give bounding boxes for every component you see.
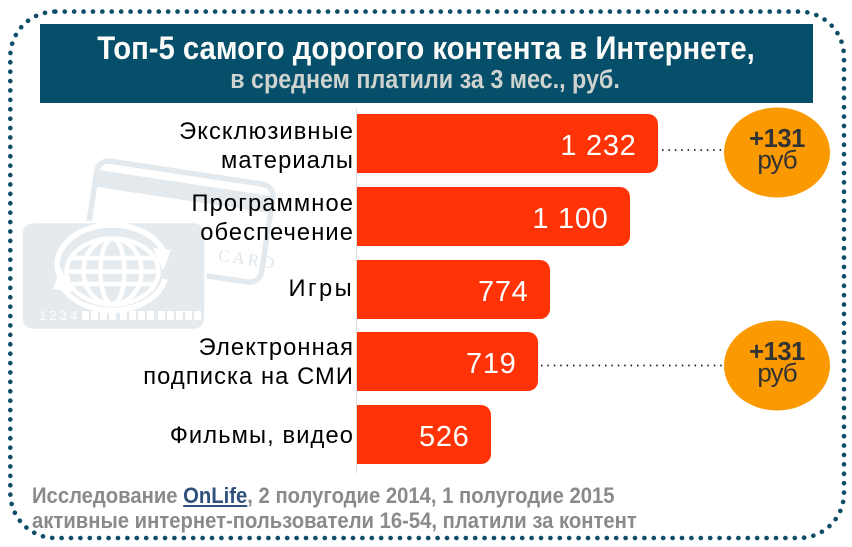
svg-text:+131: +131: [749, 125, 805, 153]
svg-text:руб: руб: [757, 357, 796, 387]
svg-text:1234: 1234: [39, 308, 81, 323]
svg-text:+131: +131: [749, 338, 805, 366]
svg-text:руб: руб: [757, 144, 796, 174]
